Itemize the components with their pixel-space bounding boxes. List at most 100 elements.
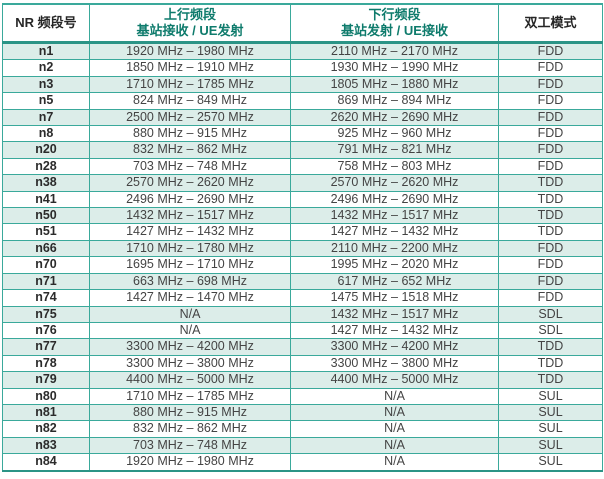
uplink-cell: 880 MHz – 915 MHz: [89, 403, 291, 422]
table-row: n66 1710 MHz – 1780 MHz 2110 MHz – 2200 …: [2, 239, 603, 258]
band-cell: n74: [2, 289, 90, 307]
table-row: n81 880 MHz – 915 MHz N/A SUL: [2, 403, 603, 422]
col-header-duplex: 双工模式: [498, 3, 603, 44]
band-cell: n79: [2, 371, 90, 389]
header-row: NR 频段号 上行频段 基站接收 / UE发射 下行频段 基站发射 / UE接收…: [2, 3, 603, 44]
band-cell: n82: [2, 420, 90, 438]
duplex-cell: SUL: [498, 387, 603, 405]
uplink-cell: 4400 MHz – 5000 MHz: [89, 371, 291, 389]
table-row: n78 3300 MHz – 3800 MHz 3300 MHz – 3800 …: [2, 354, 603, 373]
downlink-cell: N/A: [290, 420, 499, 438]
downlink-cell: 1995 MHz – 2020 MHz: [290, 256, 499, 274]
downlink-cell: 2570 MHz – 2620 MHz: [290, 174, 499, 192]
duplex-cell: FDD: [498, 41, 603, 61]
table-row: n38 2570 MHz – 2620 MHz 2570 MHz – 2620 …: [2, 174, 603, 192]
downlink-cell: 3300 MHz – 3800 MHz: [290, 354, 499, 373]
table-row: n5 824 MHz – 849 MHz 869 MHz – 894 MHz F…: [2, 92, 603, 110]
band-cell: n50: [2, 207, 90, 225]
uplink-cell: 2496 MHz – 2690 MHz: [89, 190, 291, 209]
duplex-cell: FDD: [498, 75, 603, 94]
duplex-cell: FDD: [498, 289, 603, 307]
uplink-cell: 1695 MHz – 1710 MHz: [89, 256, 291, 274]
table-row: n1 1920 MHz – 1980 MHz 2110 MHz – 2170 M…: [2, 41, 603, 61]
band-cell: n84: [2, 453, 90, 472]
col-header-uplink: 上行频段 基站接收 / UE发射: [89, 3, 291, 44]
band-cell: n3: [2, 75, 90, 94]
band-cell: n51: [2, 223, 90, 241]
band-cell: n2: [2, 59, 90, 77]
duplex-cell: SUL: [498, 453, 603, 472]
uplink-header-line1: 上行频段: [163, 7, 216, 22]
downlink-cell: 2620 MHz – 2690 MHz: [290, 108, 499, 127]
uplink-cell: N/A: [89, 321, 291, 340]
band-cell: n66: [2, 239, 90, 258]
table-body: n1 1920 MHz – 1980 MHz 2110 MHz – 2170 M…: [2, 41, 603, 472]
band-cell: n38: [2, 174, 90, 192]
uplink-cell: 1850 MHz – 1910 MHz: [89, 59, 291, 77]
uplink-cell: 832 MHz – 862 MHz: [89, 420, 291, 438]
table-row: n3 1710 MHz – 1785 MHz 1805 MHz – 1880 M…: [2, 75, 603, 94]
band-cell: n20: [2, 141, 90, 159]
uplink-cell: 663 MHz – 698 MHz: [89, 272, 291, 291]
uplink-cell: 3300 MHz – 3800 MHz: [89, 354, 291, 373]
downlink-cell: 617 MHz – 652 MHz: [290, 272, 499, 291]
duplex-cell: FDD: [498, 92, 603, 110]
band-cell: n41: [2, 190, 90, 209]
duplex-cell: FDD: [498, 157, 603, 176]
uplink-cell: N/A: [89, 305, 291, 323]
uplink-cell: 832 MHz – 862 MHz: [89, 141, 291, 159]
duplex-cell: FDD: [498, 256, 603, 274]
duplex-cell: TDD: [498, 223, 603, 241]
band-cell: n7: [2, 108, 90, 127]
duplex-cell: TDD: [498, 190, 603, 209]
table-row: n80 1710 MHz – 1785 MHz N/A SUL: [2, 387, 603, 405]
band-cell: n81: [2, 403, 90, 422]
uplink-cell: 3300 MHz – 4200 MHz: [89, 338, 291, 356]
uplink-cell: 703 MHz – 748 MHz: [89, 436, 291, 455]
duplex-cell: SDL: [498, 305, 603, 323]
uplink-cell: 1427 MHz – 1432 MHz: [89, 223, 291, 241]
table-row: n70 1695 MHz – 1710 MHz 1995 MHz – 2020 …: [2, 256, 603, 274]
duplex-cell: TDD: [498, 174, 603, 192]
table-row: n84 1920 MHz – 1980 MHz N/A SUL: [2, 453, 603, 472]
downlink-cell: 1432 MHz – 1517 MHz: [290, 305, 499, 323]
col-header-downlink: 下行频段 基站发射 / UE接收: [290, 3, 499, 44]
downlink-cell: 3300 MHz – 4200 MHz: [290, 338, 499, 356]
duplex-cell: TDD: [498, 354, 603, 373]
downlink-cell: N/A: [290, 436, 499, 455]
table-row: n8 880 MHz – 915 MHz 925 MHz – 960 MHz F…: [2, 125, 603, 143]
col-header-band: NR 频段号: [2, 3, 90, 44]
uplink-cell: 1432 MHz – 1517 MHz: [89, 207, 291, 225]
band-cell: n77: [2, 338, 90, 356]
table-row: n74 1427 MHz – 1470 MHz 1475 MHz – 1518 …: [2, 289, 603, 307]
uplink-cell: 2570 MHz – 2620 MHz: [89, 174, 291, 192]
uplink-cell: 824 MHz – 849 MHz: [89, 92, 291, 110]
downlink-cell: 925 MHz – 960 MHz: [290, 125, 499, 143]
table-header: NR 频段号 上行频段 基站接收 / UE发射 下行频段 基站发射 / UE接收…: [2, 3, 603, 44]
downlink-cell: 758 MHz – 803 MHz: [290, 157, 499, 176]
band-cell: n75: [2, 305, 90, 323]
downlink-cell: 1805 MHz – 1880 MHz: [290, 75, 499, 94]
duplex-cell: TDD: [498, 207, 603, 225]
duplex-cell: FDD: [498, 239, 603, 258]
table-row: n76 N/A 1427 MHz – 1432 MHz SDL: [2, 321, 603, 340]
uplink-cell: 1710 MHz – 1785 MHz: [89, 75, 291, 94]
uplink-cell: 1710 MHz – 1780 MHz: [89, 239, 291, 258]
table-row: n51 1427 MHz – 1432 MHz 1427 MHz – 1432 …: [2, 223, 603, 241]
band-cell: n8: [2, 125, 90, 143]
table-row: n83 703 MHz – 748 MHz N/A SUL: [2, 436, 603, 455]
band-cell: n80: [2, 387, 90, 405]
uplink-cell: 1427 MHz – 1470 MHz: [89, 289, 291, 307]
duplex-cell: SUL: [498, 436, 603, 455]
duplex-cell: SUL: [498, 403, 603, 422]
downlink-cell: 4400 MHz – 5000 MHz: [290, 371, 499, 389]
downlink-cell: 2496 MHz – 2690 MHz: [290, 190, 499, 209]
duplex-cell: FDD: [498, 125, 603, 143]
duplex-cell: FDD: [498, 108, 603, 127]
table-row: n77 3300 MHz – 4200 MHz 3300 MHz – 4200 …: [2, 338, 603, 356]
band-cell: n1: [2, 41, 90, 61]
table-row: n79 4400 MHz – 5000 MHz 4400 MHz – 5000 …: [2, 371, 603, 389]
downlink-cell: N/A: [290, 387, 499, 405]
duplex-cell: SUL: [498, 420, 603, 438]
downlink-cell: 791 MHz – 821 MHz: [290, 141, 499, 159]
